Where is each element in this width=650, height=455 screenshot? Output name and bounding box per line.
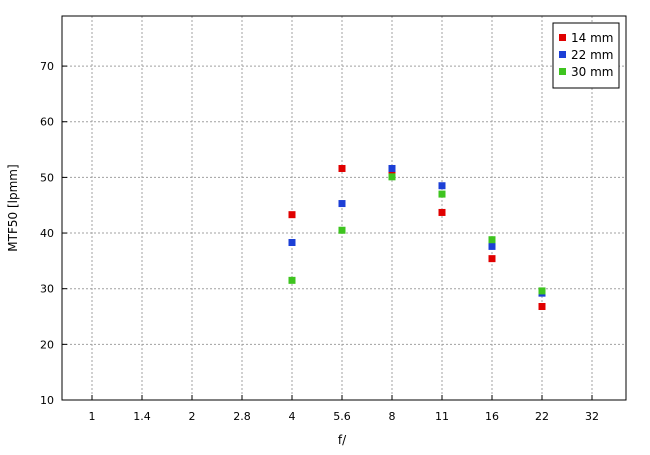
data-point bbox=[388, 164, 396, 172]
y-tick-label: 50 bbox=[40, 171, 54, 184]
data-point bbox=[288, 239, 296, 247]
data-point bbox=[538, 287, 546, 295]
x-tick-label: 1 bbox=[89, 410, 96, 423]
y-tick-label: 60 bbox=[40, 116, 54, 129]
data-point bbox=[438, 190, 446, 198]
legend-label: 14 mm bbox=[571, 31, 613, 45]
x-tick-label: 5.6 bbox=[333, 410, 351, 423]
data-point bbox=[338, 226, 346, 234]
plot-frame bbox=[61, 15, 627, 401]
data-point bbox=[288, 276, 296, 284]
x-tick-label: 4 bbox=[289, 410, 296, 423]
y-tick-label: 30 bbox=[40, 283, 54, 296]
legend-swatch bbox=[559, 68, 566, 75]
y-tick-label: 10 bbox=[40, 394, 54, 407]
legend-label: 22 mm bbox=[571, 48, 613, 62]
legend-swatch bbox=[559, 34, 566, 41]
y-tick-label: 40 bbox=[40, 227, 54, 240]
data-point bbox=[488, 242, 496, 250]
y-tick-label: 20 bbox=[40, 338, 54, 351]
x-tick-label: 1.4 bbox=[133, 410, 151, 423]
tick-labels: 1 1.4 2 2.8 4 5.6 8 11 16 22 32 10 20 30 40 50 60 70 bbox=[40, 60, 599, 423]
data-point bbox=[488, 236, 496, 244]
legend: 14 mm 22 mm 30 mm bbox=[552, 22, 620, 89]
x-tick-label: 11 bbox=[435, 410, 449, 423]
x-tick-label: 16 bbox=[485, 410, 499, 423]
x-tick-label: 32 bbox=[585, 410, 599, 423]
data-point bbox=[388, 173, 396, 181]
legend-label: 30 mm bbox=[571, 65, 613, 79]
y-tick-label: 70 bbox=[40, 60, 54, 73]
grid-lines bbox=[62, 16, 626, 401]
data-point bbox=[488, 255, 496, 263]
data-point bbox=[538, 303, 546, 311]
x-tick-label: 8 bbox=[389, 410, 396, 423]
y-axis-title: MTF50 [lpmm] bbox=[6, 164, 20, 251]
legend-swatch bbox=[559, 51, 566, 58]
data-point bbox=[338, 200, 346, 208]
data-points bbox=[288, 164, 546, 311]
data-point bbox=[338, 164, 346, 172]
data-point bbox=[438, 182, 446, 190]
x-tick-label: 2.8 bbox=[233, 410, 251, 423]
x-axis-title: f/ bbox=[338, 433, 347, 447]
data-point bbox=[288, 211, 296, 219]
data-point bbox=[438, 208, 446, 216]
x-tick-label: 2 bbox=[189, 410, 196, 423]
x-tick-label: 22 bbox=[535, 410, 549, 423]
